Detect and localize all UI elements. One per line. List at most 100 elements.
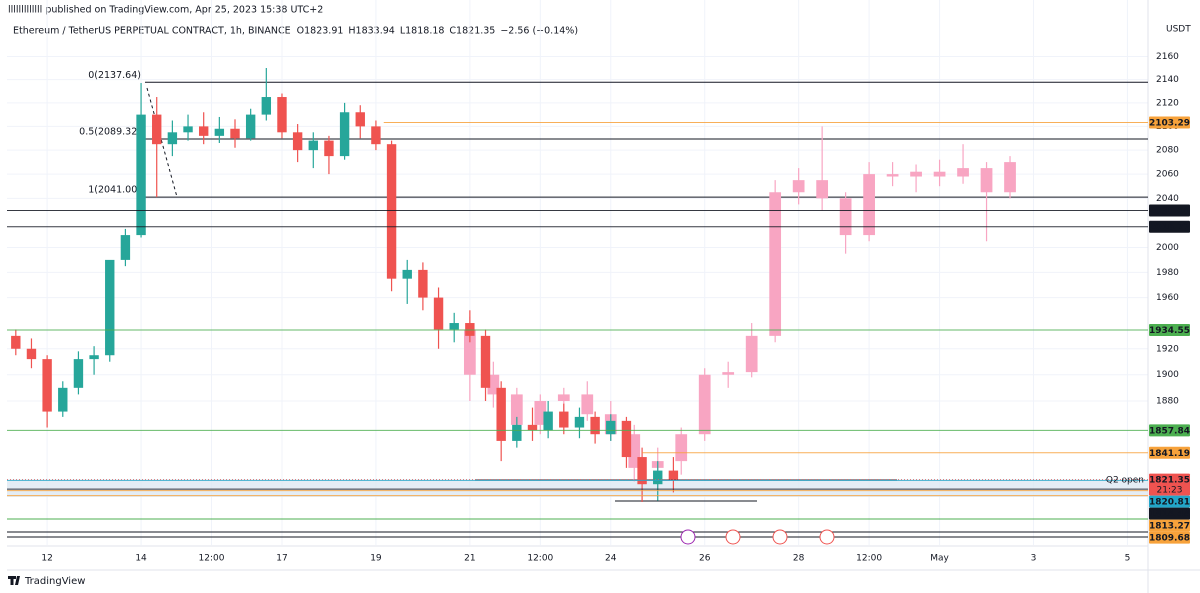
price-tag-label: 2103.29 [1149,119,1190,129]
countdown: 21:23 [1157,486,1183,496]
candle-body [58,387,68,412]
x-tick-label: 12:00 [856,554,882,564]
candle-body [73,359,84,388]
x-tick-label: May [930,554,949,564]
candle-body [980,168,993,193]
y-tick-label: 2140 [1156,75,1179,85]
x-tick-label: 26 [699,554,711,564]
candle-body [136,114,146,236]
ohlc-value: H1833.94 [348,26,394,37]
brand: TradingView [24,576,85,587]
price-tag-label: 1814.44 [1149,510,1190,520]
price-tag [1149,220,1190,233]
price-tag [1149,507,1190,520]
x-tick-label: 12:00 [199,554,225,564]
candle-body [534,400,547,425]
grid [7,0,1148,545]
ohlc-readout: O1823.91 H1833.94 L1818.18 C1821.35 −2.56 (−… [297,26,578,37]
candle-body [230,128,240,139]
candle-body [120,235,131,260]
candle-body [105,259,115,356]
price-tag [1149,495,1190,508]
candle-body [463,329,476,375]
candle-body [152,114,162,145]
axis-unit: USDT [1166,25,1191,35]
candle-body [628,434,641,468]
candle-body [496,387,506,441]
candle-body [637,457,647,485]
price-tag-label: 1809.68 [1149,534,1190,544]
price-tag-label: 1820.81 [1149,498,1190,508]
candle-body [527,424,538,431]
candle-body [42,359,52,412]
candle-body [465,323,475,336]
candle-body [559,411,569,428]
logo-mark [8,576,20,585]
price-tag-label: 2016.77 [1149,223,1190,233]
y-tick-label: 1900 [1156,370,1179,380]
candle-body [512,424,522,441]
price-tag-label: 1813.27 [1149,522,1190,532]
fib-trend [146,87,178,198]
fib-label: 1(2041.00) [88,185,141,196]
candle-body [26,348,37,360]
price-tag-label: 1857.84 [1149,426,1190,436]
candle-body [355,112,365,127]
candle-body [675,434,688,462]
candle-body [11,335,21,349]
price-tag [1149,473,1190,496]
candle-body [581,394,594,415]
candle-body [863,174,875,236]
price-tag [1149,324,1190,337]
fib-label: 0.5(2089.32) [79,127,141,138]
candle-body [792,180,805,193]
candle-body [769,192,782,336]
price-tag-label: 1841.19 [1149,449,1190,459]
candle-body [433,297,444,330]
y-tick-label: 2060 [1156,170,1179,180]
candle-body [606,420,616,435]
price-tag [1149,531,1190,544]
ohlc-value: L1818.18 [400,26,445,37]
price-tag [1149,204,1190,217]
ohlc-value: C1821.35 [449,26,495,37]
symbol-title: Ethereum / TetherUS PERPETUAL CONTRACT, … [13,26,291,37]
price-tag-label: 1934.55 [1149,326,1190,336]
x-tick-label: 28 [793,554,805,564]
event-icon[interactable] [772,529,788,545]
candle-body [261,97,272,115]
projection [463,126,1016,489]
candle-body [386,144,397,279]
event-icon[interactable] [680,529,696,545]
candle-body [89,355,99,360]
candle-body [957,168,969,177]
candle-body [745,335,758,373]
event-icons [680,529,835,545]
ohlc-value: O1823.91 [297,26,344,37]
candle-body [590,416,600,435]
candle-body [510,394,523,425]
candle-body [933,171,946,177]
y-tick-label: 2040 [1156,194,1179,204]
x-tick-label: 19 [370,554,382,564]
candle-body [402,269,412,279]
event-icon[interactable] [725,529,741,545]
candle-body [449,323,459,330]
candle-body [480,335,491,388]
candle-body [722,372,735,375]
candle-body [245,114,256,139]
y-tick-label: 1880 [1156,396,1179,406]
candle-body [292,132,303,151]
x-tick-label: 12 [41,554,52,564]
fib-label: 0(2137.64) [88,70,141,81]
x-tick-label: 21 [464,554,475,564]
event-icon[interactable] [819,529,835,545]
price-tag-label: 1821.35 [1149,476,1190,486]
candle-body [653,470,663,485]
candle-body [839,198,852,236]
x-tick-label: 14 [135,554,147,564]
published-line: lllllllllllll published on TradingView.c… [8,5,323,16]
candle-body [816,180,829,199]
